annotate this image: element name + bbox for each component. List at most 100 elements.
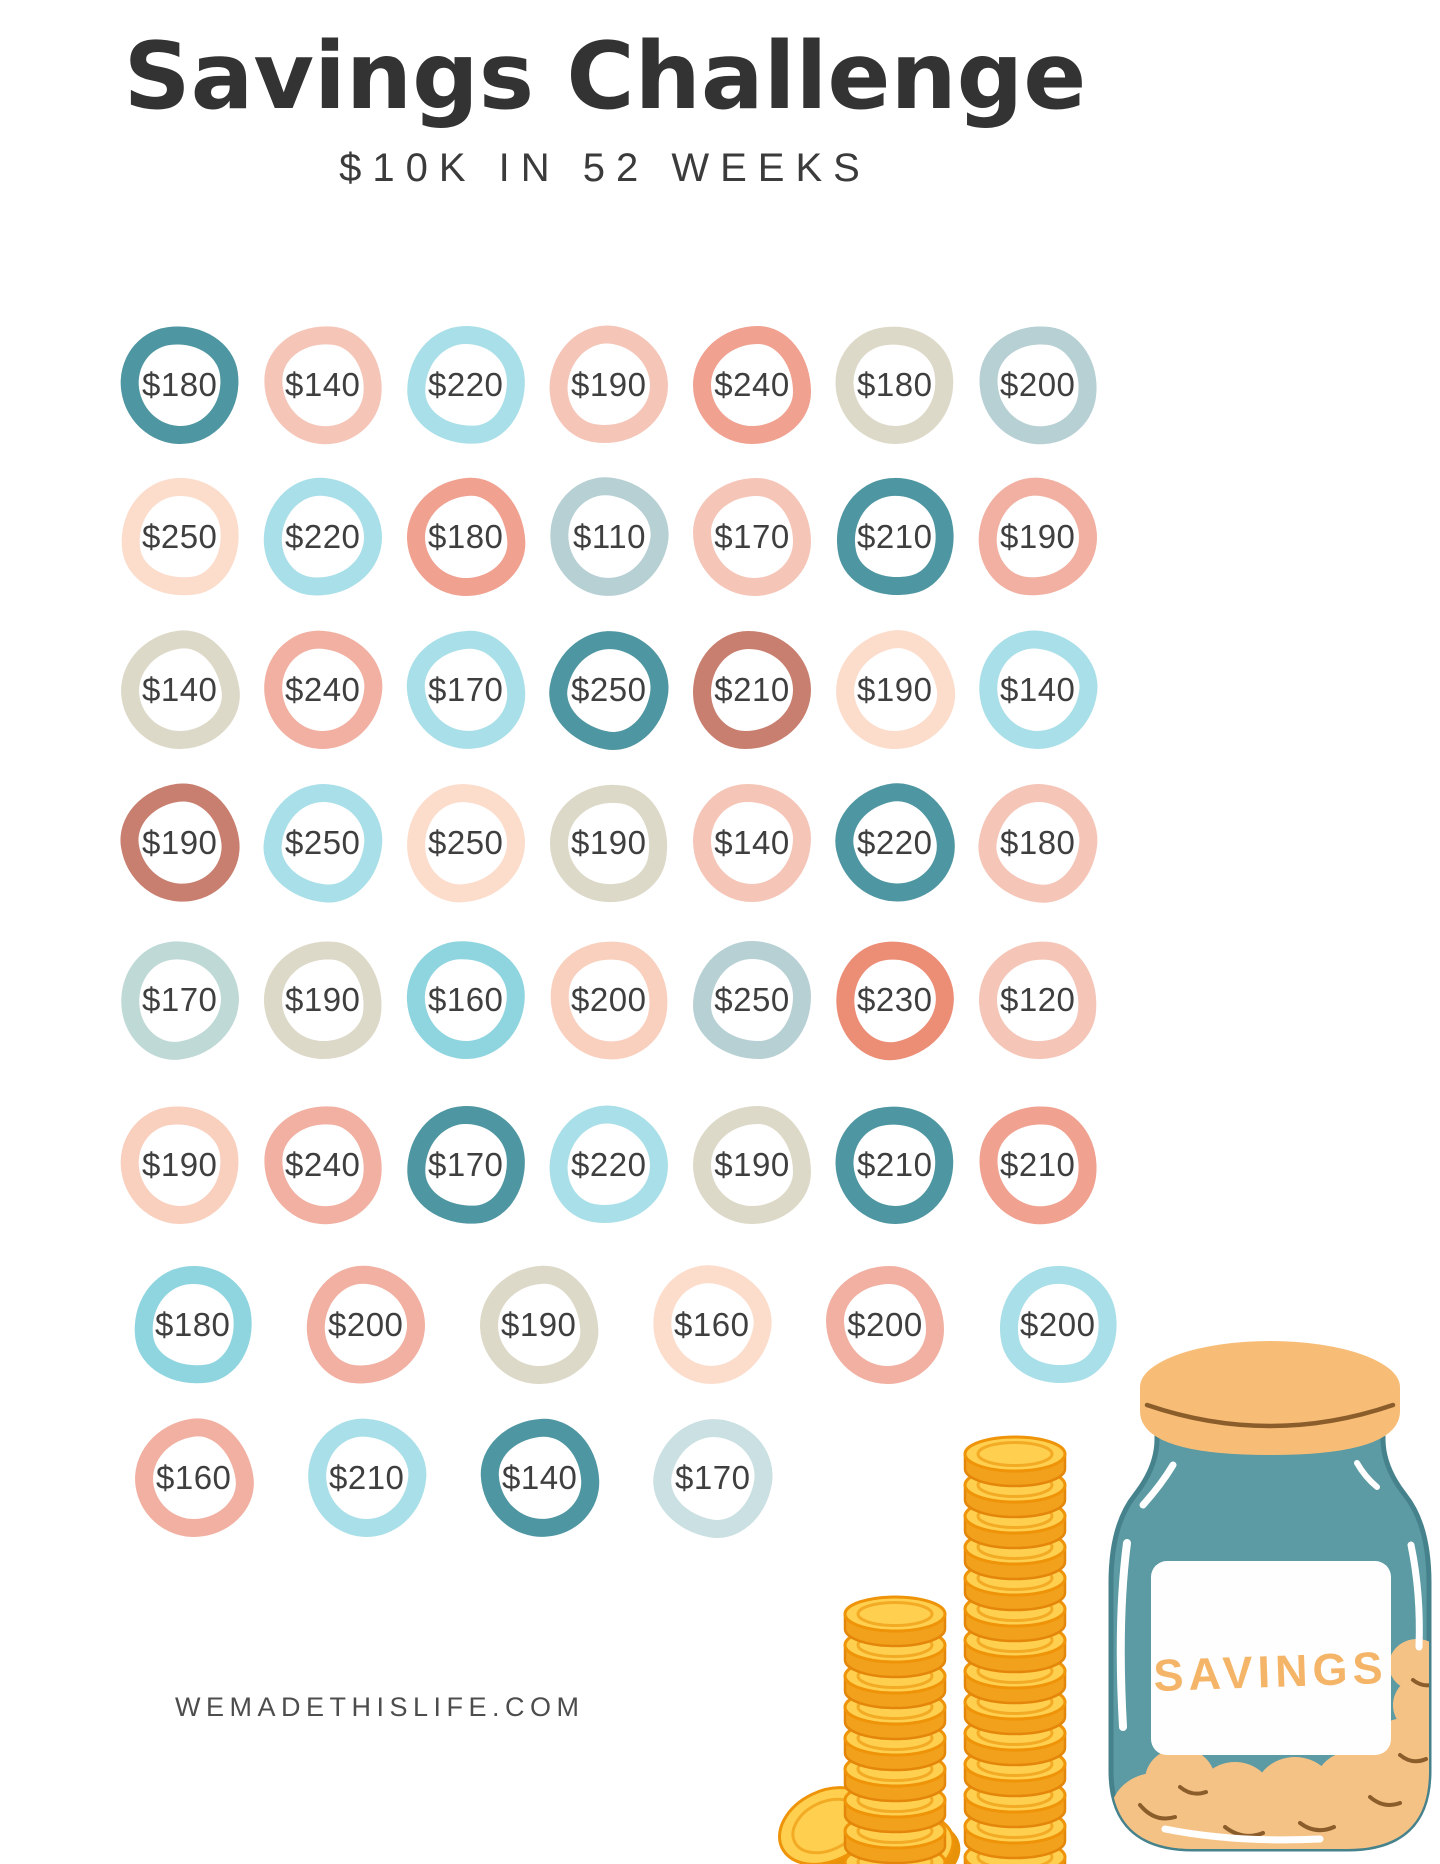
grid-row: $140 $240 $170 $250 $210 $190 $140	[113, 620, 1104, 760]
week-amount: $200	[847, 1306, 923, 1343]
week-circle: $200	[302, 1261, 430, 1389]
week-amount: $140	[142, 671, 218, 709]
week-circle: $250	[403, 780, 529, 906]
week-amount: $250	[571, 670, 647, 708]
week-amount: $220	[857, 824, 933, 862]
week-circle: $190	[476, 1262, 602, 1388]
week-amount: $180	[155, 1306, 231, 1344]
week-amount: $190	[142, 1146, 218, 1184]
week-amount: $250	[285, 823, 361, 861]
grid-row: $160 $210 $140 $170	[127, 1409, 782, 1547]
week-amount: $240	[714, 366, 790, 403]
week-amount: $190	[571, 365, 647, 403]
coin-stack-short	[843, 1595, 947, 1864]
week-amount: $160	[428, 981, 504, 1019]
week-circle: $140	[693, 784, 811, 902]
week-amount: $190	[285, 980, 361, 1018]
week-circle: $140	[972, 624, 1104, 756]
week-circle: $180	[403, 474, 529, 600]
week-amount: $210	[857, 518, 933, 556]
week-circle: $210	[693, 631, 811, 749]
week-circle: $200	[826, 1266, 944, 1384]
grid-row: $180 $200 $190 $160 $200 $200	[126, 1255, 1128, 1395]
week-circle: $200	[540, 931, 678, 1069]
week-circle: $110	[540, 468, 678, 606]
week-circle: $240	[259, 1101, 387, 1229]
week-amount: $190	[714, 1146, 790, 1183]
week-amount: $140	[714, 824, 790, 861]
week-amount: $170	[428, 671, 504, 709]
week-amount: $170	[428, 1146, 504, 1184]
week-amount: $190	[142, 824, 218, 862]
week-circle: $250	[259, 779, 387, 907]
week-amount: $190	[571, 823, 647, 861]
week-circle: $200	[972, 319, 1104, 451]
grid-row: $190 $240 $170 $220 $190 $210 $210	[113, 1095, 1104, 1235]
week-amount: $210	[857, 1146, 933, 1184]
grid-row: $190 $250 $250 $190 $140 $220 $180	[113, 773, 1104, 913]
jar-label-text: SAVINGS	[1153, 1642, 1389, 1701]
week-amount: $180	[142, 366, 218, 404]
week-amount: $230	[857, 981, 933, 1019]
grid-row: $250 $220 $180 $110 $170 $210 $190	[113, 467, 1104, 607]
week-circle: $160	[127, 1411, 261, 1545]
week-circle: $180	[825, 315, 965, 455]
week-circle: $170	[693, 478, 811, 596]
page-subtitle: $10K IN 52 WEEKS	[339, 145, 871, 190]
week-amount: $140	[502, 1459, 578, 1497]
week-circle: $190	[259, 936, 387, 1064]
coin-stacks-illustration	[778, 1435, 1067, 1864]
week-circle: $170	[644, 1409, 782, 1547]
coin-stack-tall	[963, 1435, 1067, 1864]
week-circle: $180	[126, 1258, 260, 1392]
week-amount: $160	[674, 1305, 750, 1343]
week-circle: $230	[825, 930, 965, 1070]
week-circle: $220	[403, 322, 529, 448]
jar-label	[1151, 1561, 1391, 1755]
week-circle: $160	[403, 937, 529, 1063]
week-circle: $160	[643, 1256, 781, 1394]
week-circle: $190	[540, 774, 678, 912]
week-amount: $240	[285, 1145, 361, 1183]
week-circle: $250	[540, 621, 678, 759]
savings-jar-illustration: SAVINGS	[1108, 1341, 1432, 1852]
week-circle: $190	[693, 1106, 811, 1224]
week-amount: $180	[428, 518, 504, 556]
week-circle: $240	[693, 326, 811, 444]
week-amount: $220	[285, 517, 361, 555]
week-circle: $210	[825, 467, 965, 607]
grid-row: $180 $140 $220 $190 $240 $180 $200	[113, 315, 1104, 455]
week-amount: $200	[1000, 365, 1076, 403]
week-circle: $210	[972, 1099, 1104, 1231]
week-circle: $220	[825, 773, 965, 913]
week-amount: $190	[501, 1306, 577, 1344]
week-circle: $180	[972, 777, 1104, 909]
week-amount: $250	[714, 981, 790, 1018]
page-title: Savings Challenge	[123, 22, 1087, 130]
week-circle: $190	[972, 471, 1104, 603]
watermark: WEMADETHISLIFE.COM	[175, 1692, 585, 1722]
week-amount: $210	[329, 1458, 405, 1496]
week-amount: $200	[571, 980, 647, 1018]
week-amount: $190	[1000, 517, 1076, 555]
jar-lid	[1140, 1341, 1400, 1455]
week-circle: $170	[403, 627, 529, 753]
week-amount: $250	[428, 824, 504, 862]
week-circle: $120	[972, 934, 1104, 1066]
week-amount: $140	[285, 365, 361, 403]
week-amount: $180	[1000, 823, 1076, 861]
week-amount: $120	[1000, 980, 1076, 1018]
week-circle: $250	[113, 470, 247, 604]
week-circle: $140	[477, 1415, 603, 1541]
week-amount: $200	[1020, 1306, 1096, 1344]
week-circle: $190	[113, 776, 247, 910]
week-amount: $240	[285, 670, 361, 708]
week-amount: $220	[571, 1145, 647, 1183]
week-circle: $210	[825, 1095, 965, 1235]
week-amount: $200	[328, 1305, 404, 1343]
week-circle: $190	[540, 316, 678, 454]
week-circle: $180	[113, 318, 247, 452]
week-circle: $170	[113, 933, 247, 1067]
week-amount: $140	[1000, 670, 1076, 708]
week-amount: $170	[142, 981, 218, 1019]
